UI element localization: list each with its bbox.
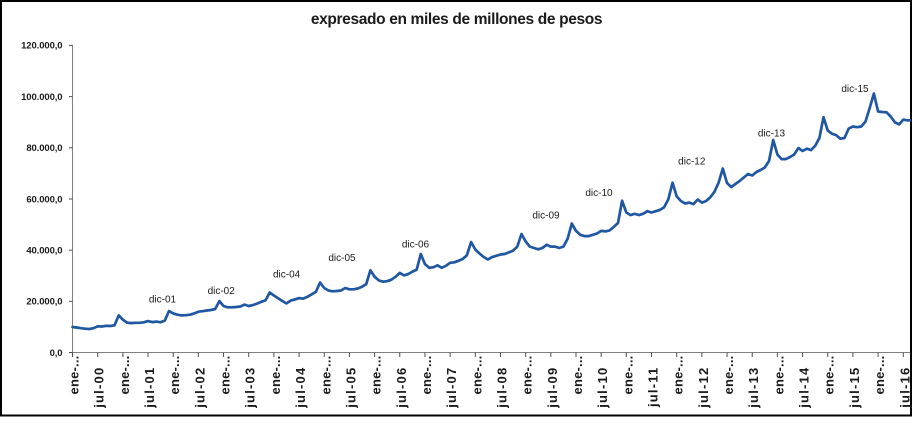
svg-text:ene-...: ene-...	[318, 356, 333, 395]
svg-text:dic-15: dic-15	[841, 84, 869, 95]
svg-text:jul-05: jul-05	[343, 367, 358, 409]
svg-text:jul-13: jul-13	[746, 367, 761, 409]
svg-text:jul-04: jul-04	[293, 367, 308, 409]
svg-text:jul-15: jul-15	[847, 367, 862, 409]
svg-text:jul-11: jul-11	[646, 367, 661, 408]
svg-text:ene-...: ene-...	[520, 356, 535, 395]
svg-text:ene-...: ene-...	[369, 356, 384, 395]
svg-text:jul-02: jul-02	[192, 367, 207, 409]
svg-text:jul-00: jul-00	[92, 367, 107, 409]
svg-text:dic-04: dic-04	[273, 270, 301, 281]
svg-text:ene-...: ene-...	[419, 356, 434, 395]
svg-text:jul-09: jul-09	[545, 367, 560, 409]
svg-text:40.000,0: 40.000,0	[26, 246, 62, 257]
svg-text:ene-...: ene-...	[822, 356, 837, 395]
svg-text:jul-10: jul-10	[595, 367, 610, 409]
svg-text:jul-06: jul-06	[394, 367, 409, 409]
svg-text:dic-12: dic-12	[678, 156, 706, 167]
svg-text:jul-14: jul-14	[797, 367, 812, 409]
svg-text:20.000,0: 20.000,0	[26, 297, 62, 308]
svg-text:dic-02: dic-02	[208, 286, 236, 297]
svg-text:ene-...: ene-...	[117, 356, 132, 395]
svg-text:jul-12: jul-12	[696, 367, 711, 409]
svg-text:ene-...: ene-...	[721, 356, 736, 395]
svg-text:ene-...: ene-...	[167, 356, 182, 395]
svg-text:jul-07: jul-07	[444, 367, 459, 409]
svg-text:jul-01: jul-01	[142, 367, 157, 409]
svg-text:ene-...: ene-...	[469, 356, 484, 395]
svg-text:ene-...: ene-...	[218, 356, 233, 395]
svg-text:ene-...: ene-...	[771, 356, 786, 395]
svg-text:120.000,0: 120.000,0	[21, 41, 62, 52]
svg-text:dic-13: dic-13	[758, 129, 786, 140]
svg-text:jul-16: jul-16	[897, 367, 912, 409]
svg-text:100.000,0: 100.000,0	[21, 92, 62, 103]
svg-text:dic-01: dic-01	[149, 295, 177, 306]
svg-text:dic-05: dic-05	[328, 253, 356, 264]
svg-text:ene-...: ene-...	[268, 356, 283, 395]
svg-text:dic-09: dic-09	[532, 211, 560, 222]
svg-text:80.000,0: 80.000,0	[26, 143, 62, 154]
svg-text:ene-...: ene-...	[671, 356, 686, 395]
svg-text:ene-...: ene-...	[872, 356, 887, 395]
svg-text:ene-...: ene-...	[67, 356, 82, 395]
svg-text:expresado en miles de millones: expresado en miles de millones de pesos	[311, 11, 602, 28]
svg-text:jul-03: jul-03	[243, 367, 258, 409]
svg-text:dic-10: dic-10	[585, 188, 613, 199]
svg-text:dic-06: dic-06	[402, 240, 430, 251]
svg-text:ene-...: ene-...	[570, 356, 585, 395]
svg-text:ene-...: ene-...	[620, 356, 635, 395]
svg-text:0,0: 0,0	[50, 348, 63, 359]
svg-text:60.000,0: 60.000,0	[26, 194, 62, 205]
svg-text:jul-08: jul-08	[494, 367, 509, 409]
